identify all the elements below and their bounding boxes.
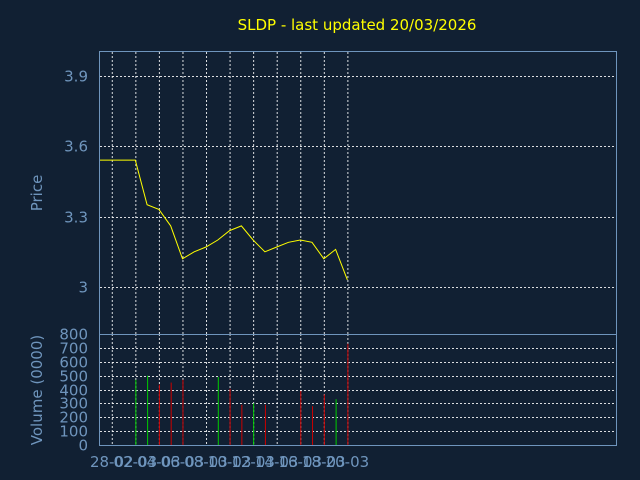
volume-y-tick-label: 100 (59, 423, 88, 441)
x-tick-label: 10-03 (208, 453, 252, 471)
volume-grid (100, 334, 616, 445)
x-tick-label: 18-03 (302, 453, 346, 471)
x-tick-label: 16-03 (278, 453, 322, 471)
x-tick-label: 04-03 (137, 453, 181, 471)
x-tick-label: 08-03 (184, 453, 228, 471)
volume-axis-label: Volume (0000) (28, 335, 46, 445)
price-y-ticks: 3 3.3 3.6 3.9 (64, 68, 88, 297)
price-y-tick-label: 3 (78, 279, 88, 297)
price-y-tick-label: 3.3 (64, 209, 88, 227)
price-y-tick-label: 3.6 (64, 138, 88, 156)
volume-y-tick-label: 400 (59, 382, 88, 400)
chart-title: SLDP - last updated 20/03/2026 (238, 16, 477, 34)
price-y-tick-label: 3.9 (64, 68, 88, 86)
volume-y-tick-label: 600 (59, 354, 88, 372)
volume-bars (135, 343, 349, 445)
x-tick-label: 14-03 (255, 453, 299, 471)
price-line-layer (100, 159, 348, 281)
x-tick-label: 06-03 (161, 453, 205, 471)
price-panel: 3 3.3 3.6 3.9 Price (28, 51, 617, 335)
volume-y-tick-label: 700 (59, 340, 88, 358)
x-tick-label: 28-02 (90, 453, 134, 471)
price-line (100, 159, 348, 281)
volume-plot-frame (99, 334, 617, 446)
x-tick-label: 12-03 (231, 453, 275, 471)
volume-y-tick-label: 300 (59, 395, 88, 413)
price-axis-label: Price (28, 175, 46, 212)
x-tick-label: 02-03 (114, 453, 158, 471)
price-plot-frame (99, 51, 617, 335)
x-tick-label: 20-03 (326, 453, 370, 471)
x-ticks: 28-0202-0304-0306-0308-0310-0312-0314-03… (90, 453, 369, 471)
volume-y-tick-label: 500 (59, 368, 88, 386)
price-grid (100, 52, 616, 334)
volume-y-tick-label: 800 (59, 326, 88, 344)
volume-y-tick-label: 0 (78, 437, 88, 455)
volume-y-tick-label: 200 (59, 409, 88, 427)
